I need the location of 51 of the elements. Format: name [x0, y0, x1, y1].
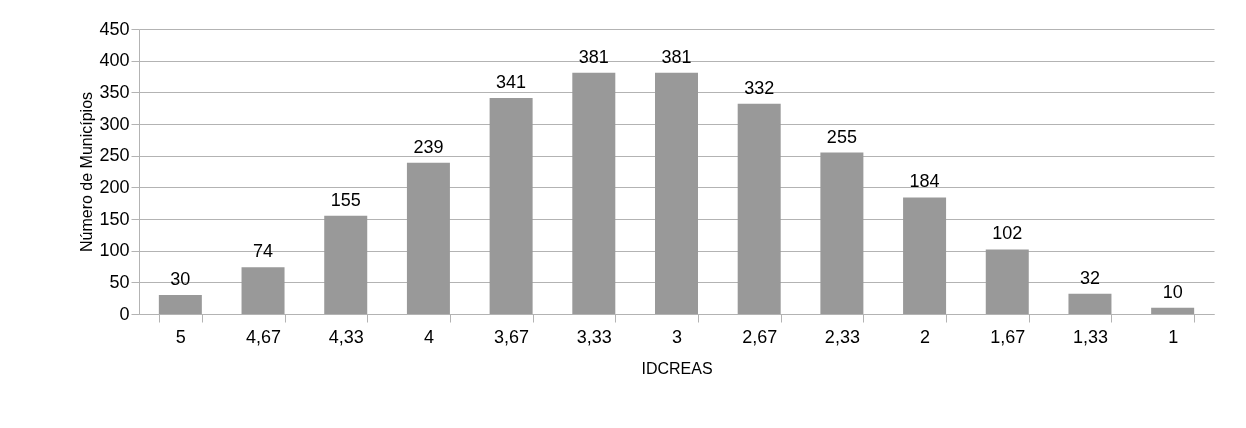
- bar: [1068, 293, 1112, 314]
- x-tick-label: 4,33: [328, 326, 364, 347]
- y-tick-label: 350: [99, 81, 130, 102]
- data-label: 332: [744, 77, 775, 98]
- y-tick-label: 50: [109, 271, 130, 292]
- y-tick-label: 100: [99, 240, 130, 261]
- data-label: 32: [1079, 267, 1100, 288]
- data-label: 102: [992, 223, 1023, 244]
- x-axis-title: IDCREAS: [641, 359, 713, 377]
- bar: [324, 215, 368, 314]
- y-tick-label: 0: [119, 303, 130, 324]
- data-label: 10: [1162, 281, 1183, 302]
- y-tick-label: 400: [99, 50, 130, 71]
- bar: [572, 72, 616, 314]
- y-tick-label: 150: [99, 208, 130, 229]
- y-tick-label: 450: [99, 18, 130, 39]
- data-label: 184: [909, 171, 940, 192]
- x-tick-label: 2,33: [824, 326, 860, 347]
- data-label: 341: [496, 72, 527, 93]
- bar: [903, 197, 947, 314]
- x-tick-label: 2: [920, 326, 931, 347]
- x-tick-label: 4: [423, 326, 434, 347]
- x-tick-label: 4,67: [246, 326, 282, 347]
- data-label: 255: [826, 126, 857, 147]
- bar: [406, 162, 450, 314]
- bar: [1151, 307, 1195, 314]
- bar: [737, 103, 781, 314]
- data-label: 239: [413, 136, 444, 157]
- x-tick-label: 5: [175, 326, 186, 347]
- x-tick-label: 1: [1168, 326, 1179, 347]
- bar: [489, 98, 533, 314]
- data-label: 381: [578, 46, 609, 67]
- data-label: 155: [330, 189, 361, 210]
- data-label: 30: [170, 269, 191, 289]
- bar: [158, 295, 202, 314]
- bar: [655, 72, 698, 314]
- bar: [241, 267, 285, 314]
- y-tick-label: 200: [99, 176, 130, 197]
- x-tick-label: 3: [671, 326, 683, 347]
- x-tick-label: 2,67: [742, 326, 778, 347]
- x-tick-label: 1,67: [990, 326, 1026, 347]
- y-tick-label: 250: [99, 145, 130, 166]
- data-label: 381: [661, 46, 692, 67]
- x-tick-label: 1,33: [1072, 326, 1108, 347]
- x-tick-label: 3,67: [494, 326, 530, 347]
- y-axis-title: Número de Municípios: [78, 91, 96, 253]
- y-tick-label: 300: [99, 113, 130, 134]
- data-label: 74: [253, 241, 274, 262]
- bar: [820, 152, 864, 314]
- x-tick-label: 3,33: [576, 326, 612, 347]
- bar: [985, 249, 1029, 314]
